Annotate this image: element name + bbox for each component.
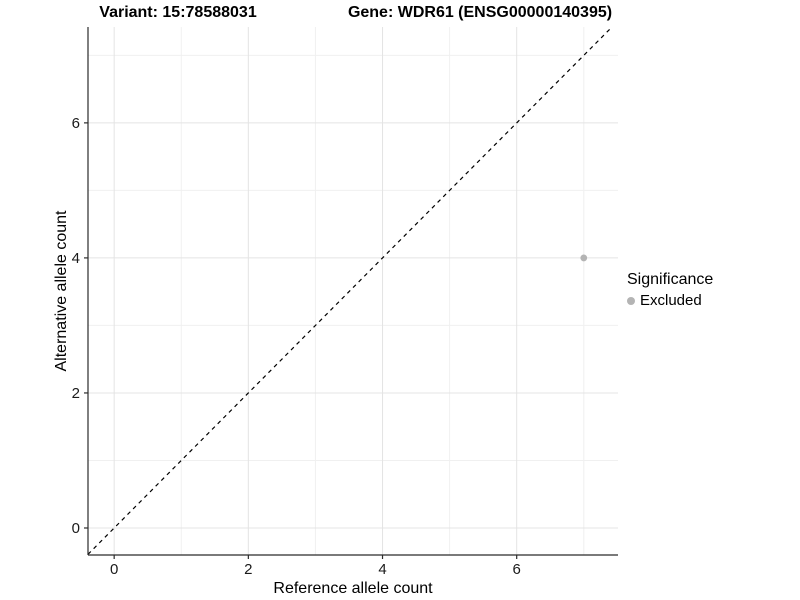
x-tick-label: 0 bbox=[110, 561, 118, 578]
legend: Significance Excluded bbox=[627, 271, 713, 309]
y-tick-label: 4 bbox=[72, 250, 80, 267]
x-tick-label: 4 bbox=[378, 561, 386, 578]
y-axis-label: Alternative allele count bbox=[53, 210, 70, 372]
legend-point-icon bbox=[627, 296, 635, 305]
y-tick-label: 6 bbox=[72, 115, 80, 132]
variant-title: Variant: 15:78588031 bbox=[99, 4, 257, 21]
legend-item-excluded: Excluded bbox=[627, 292, 713, 309]
legend-title: Significance bbox=[627, 271, 714, 288]
gene-title: Gene: WDR61 (ENSG00000140395) bbox=[347, 4, 613, 21]
y-tick-label: 0 bbox=[72, 520, 80, 537]
y-tick-label: 2 bbox=[72, 385, 80, 402]
x-tick-label: 6 bbox=[513, 561, 521, 578]
x-axis-label: Reference allele count bbox=[273, 580, 433, 597]
data-point bbox=[580, 254, 588, 262]
x-tick-label: 2 bbox=[244, 561, 252, 578]
identity-reference-line bbox=[87, 26, 613, 555]
legend-item-label: Excluded bbox=[640, 292, 702, 309]
